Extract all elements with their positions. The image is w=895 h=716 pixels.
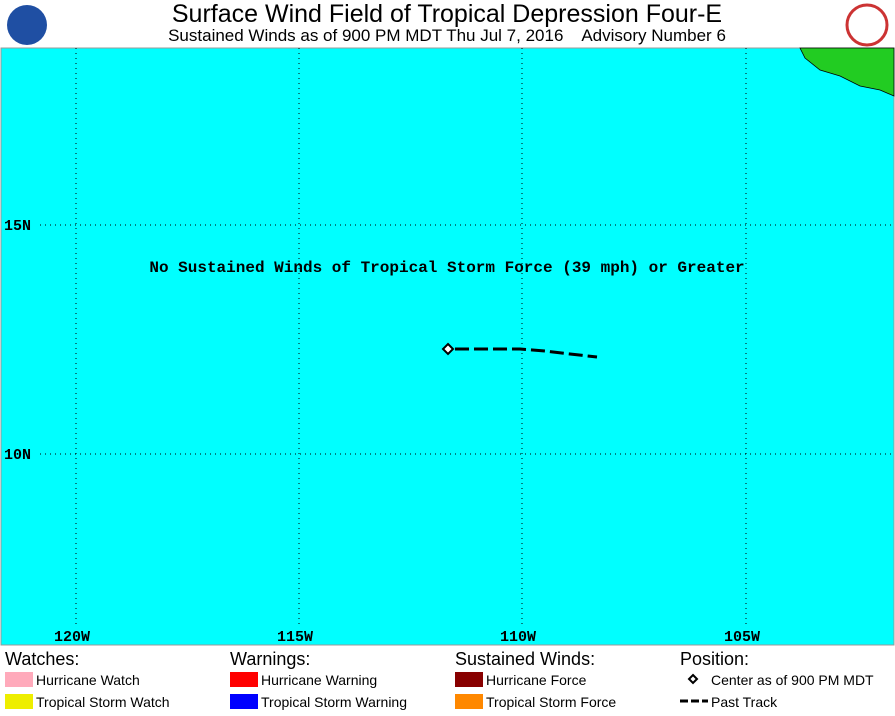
lon-label: 115W	[277, 629, 313, 646]
noaa-logo	[7, 5, 47, 45]
legend-heading: Sustained Winds:	[455, 649, 595, 669]
legend-heading: Warnings:	[230, 649, 310, 669]
lon-label: 110W	[500, 629, 536, 646]
storm-center	[441, 342, 455, 356]
legend-item: Tropical Storm Force	[486, 694, 616, 710]
legend-item: Hurricane Warning	[261, 672, 377, 688]
lon-label: 120W	[54, 629, 90, 646]
legend-item: Tropical Storm Warning	[261, 694, 407, 710]
legend-swatch	[230, 694, 258, 709]
legend-item: Tropical Storm Watch	[36, 694, 170, 710]
graticule	[40, 48, 894, 625]
title: Surface Wind Field of Tropical Depressio…	[172, 0, 722, 28]
legend-swatch	[455, 694, 483, 709]
legend-heading: Watches:	[5, 649, 79, 669]
legend-swatch	[230, 672, 258, 687]
legend-swatch	[5, 672, 33, 687]
legend-swatch	[5, 694, 33, 709]
legend-item: Hurricane Watch	[36, 672, 140, 688]
legend-swatch	[455, 672, 483, 687]
subtitle: Sustained Winds as of 900 PM MDT Thu Jul…	[168, 26, 726, 45]
legend-heading: Position:	[680, 649, 749, 669]
legend-item: Hurricane Force	[486, 672, 587, 688]
past-track	[455, 347, 598, 359]
annotation: No Sustained Winds of Tropical Storm For…	[149, 259, 744, 277]
legend-item: Past Track	[711, 694, 778, 710]
lon-label: 105W	[724, 629, 760, 646]
lat-label: 15N	[4, 218, 31, 235]
lat-label: 10N	[4, 447, 31, 464]
legend-symbol	[687, 673, 699, 685]
legend-item: Center as of 900 PM MDT	[711, 672, 874, 688]
land	[799, 47, 895, 97]
nws-logo	[845, 3, 889, 47]
